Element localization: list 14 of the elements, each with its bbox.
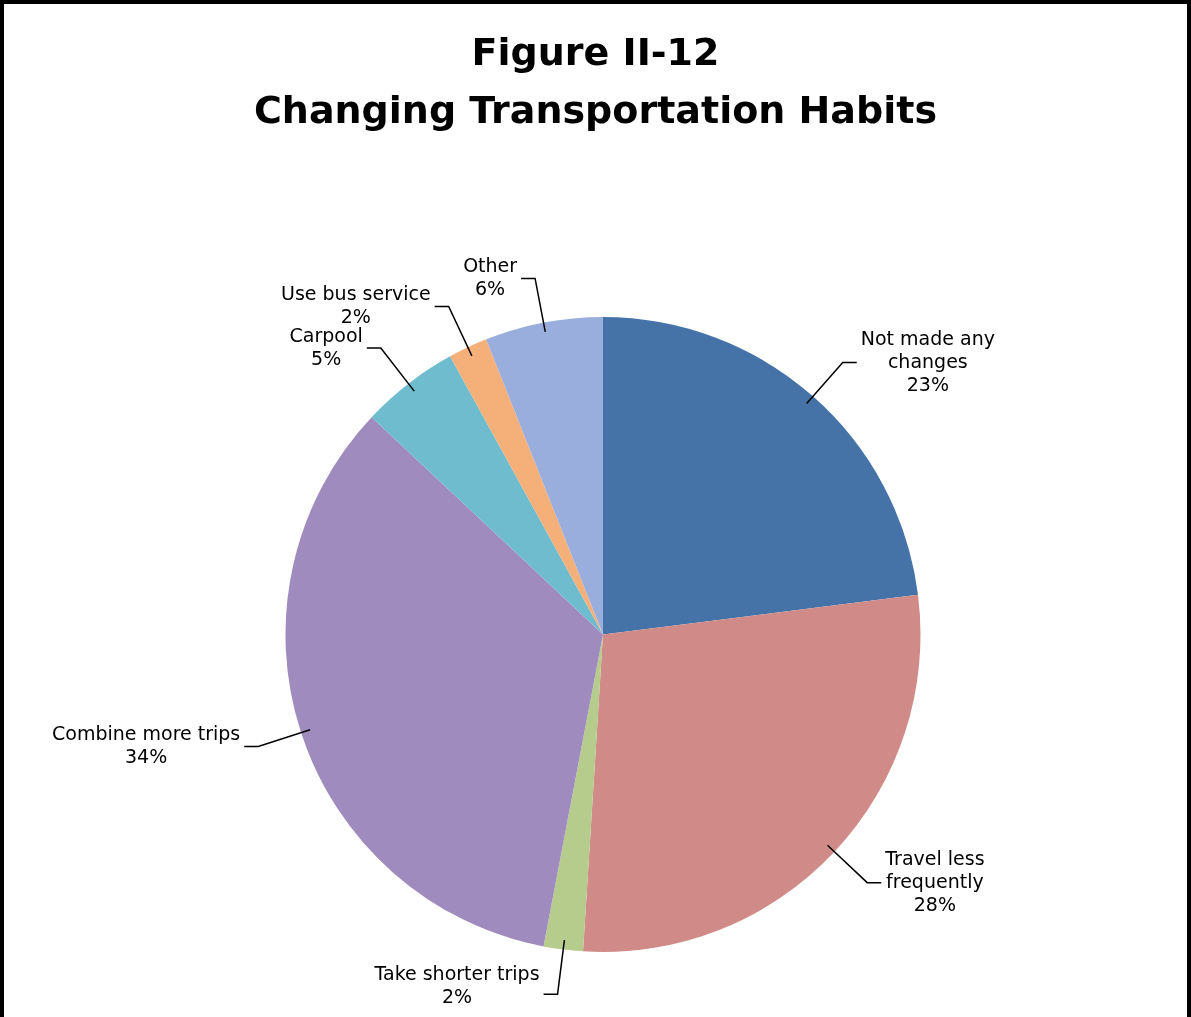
data-label: 5%: [311, 346, 342, 369]
chart-title: Figure II-12: [470, 30, 721, 74]
slice-label: Use bus service: [281, 281, 431, 304]
data-label: 2%: [441, 985, 473, 1008]
slice-label: Not made any changes: [860, 326, 995, 372]
data-label: 28%: [913, 892, 957, 915]
chart-subtitle: Changing Transportation Habits: [252, 88, 938, 132]
slice-label: Travel less frequently: [884, 846, 985, 892]
slice-label: Take shorter trips: [373, 962, 540, 985]
data-label: 6%: [475, 276, 506, 299]
data-label: 34%: [124, 744, 168, 767]
slice-label: Combine more trips: [51, 721, 241, 744]
slice-label: Other: [463, 253, 518, 276]
data-label: 23%: [906, 372, 949, 395]
